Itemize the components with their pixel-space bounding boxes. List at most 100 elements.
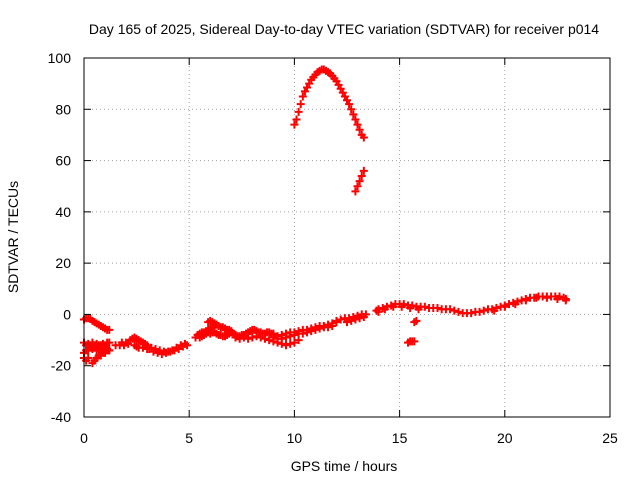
data-point bbox=[490, 306, 499, 315]
data-point bbox=[231, 333, 240, 342]
data-point bbox=[212, 320, 221, 329]
data-point bbox=[265, 336, 274, 345]
data-point bbox=[269, 333, 278, 342]
data-point bbox=[380, 305, 389, 314]
x-tick-label: 20 bbox=[497, 430, 513, 446]
x-axis-label: GPS time / hours bbox=[291, 458, 398, 474]
data-point bbox=[397, 302, 406, 311]
data-point bbox=[162, 348, 171, 357]
x-tick-label: 10 bbox=[287, 430, 303, 446]
data-point bbox=[347, 316, 356, 325]
data-point bbox=[454, 307, 463, 316]
data-point bbox=[351, 315, 360, 324]
data-point bbox=[355, 314, 364, 323]
data-point bbox=[281, 333, 290, 342]
data-point bbox=[315, 324, 324, 333]
data-point bbox=[105, 338, 114, 347]
data-point bbox=[542, 293, 551, 302]
data-point bbox=[345, 100, 354, 109]
data-point bbox=[359, 166, 368, 175]
data-point bbox=[500, 302, 509, 311]
y-axis-label: SDTVAR / TECUs bbox=[5, 181, 21, 293]
data-point bbox=[450, 306, 459, 315]
data-point bbox=[296, 100, 305, 109]
data-point bbox=[105, 346, 114, 355]
y-tick-label: 80 bbox=[55, 101, 71, 117]
data-point bbox=[235, 334, 244, 343]
data-point bbox=[178, 342, 187, 351]
x-tick-labels: 0 5 10 15 20 25 bbox=[80, 430, 618, 446]
data-point bbox=[292, 115, 301, 124]
x-tick-label: 15 bbox=[392, 430, 408, 446]
data-point bbox=[353, 182, 362, 191]
y-tick-label: 40 bbox=[55, 204, 71, 220]
data-point bbox=[511, 300, 520, 309]
data-point bbox=[479, 306, 488, 315]
data-point bbox=[324, 323, 333, 332]
data-point bbox=[290, 330, 299, 339]
data-point bbox=[561, 296, 570, 305]
data-point bbox=[298, 92, 307, 101]
data-point bbox=[294, 107, 303, 116]
data-point bbox=[256, 333, 265, 342]
grid-lines bbox=[84, 58, 610, 417]
data-point bbox=[332, 316, 341, 325]
data-point bbox=[359, 312, 368, 321]
data-point bbox=[290, 338, 299, 347]
data-point bbox=[351, 187, 360, 196]
data-point bbox=[174, 345, 183, 354]
data-point bbox=[475, 307, 484, 316]
x-tick-label: 25 bbox=[602, 430, 618, 446]
chart-title: Day 165 of 2025, Sidereal Day-to-day VTE… bbox=[89, 21, 599, 37]
data-point bbox=[311, 325, 320, 334]
data-point bbox=[355, 125, 364, 134]
data-point bbox=[410, 337, 419, 346]
data-point bbox=[157, 350, 166, 359]
data-point bbox=[353, 120, 362, 129]
data-point bbox=[149, 347, 158, 356]
data-point bbox=[290, 120, 299, 129]
data-point bbox=[260, 334, 269, 343]
data-point bbox=[406, 304, 415, 313]
plot-frame bbox=[83, 57, 611, 418]
x-tick-label: 0 bbox=[80, 430, 88, 446]
data-point bbox=[248, 333, 257, 342]
data-point bbox=[286, 339, 295, 348]
y-tick-label: 0 bbox=[63, 306, 71, 322]
data-point bbox=[328, 321, 337, 330]
data-point bbox=[303, 328, 312, 337]
data-point bbox=[359, 133, 368, 142]
data-point bbox=[349, 110, 358, 119]
data-point bbox=[357, 171, 366, 180]
data-point bbox=[307, 327, 316, 336]
data-point bbox=[281, 341, 290, 350]
y-tick-label: 20 bbox=[55, 255, 71, 271]
data-point bbox=[412, 316, 421, 325]
data-point bbox=[166, 347, 175, 356]
data-point bbox=[433, 304, 442, 313]
y-tick-labels: -40 -20 0 20 40 60 80 100 bbox=[48, 50, 72, 425]
data-point bbox=[145, 345, 154, 354]
data-point bbox=[244, 334, 253, 343]
y-tick-label: 60 bbox=[55, 153, 71, 169]
data-point bbox=[343, 318, 351, 327]
data-point bbox=[252, 332, 261, 341]
axis-ticks bbox=[83, 57, 611, 418]
data-point bbox=[105, 325, 114, 334]
data-point bbox=[170, 346, 179, 355]
data-point bbox=[467, 309, 476, 318]
data-point bbox=[277, 334, 286, 343]
data-point bbox=[347, 105, 356, 114]
data-point bbox=[351, 115, 360, 124]
data-point bbox=[389, 302, 398, 311]
data-point bbox=[374, 307, 383, 316]
data-point bbox=[84, 354, 93, 363]
data-point bbox=[153, 348, 162, 357]
data-point bbox=[521, 296, 530, 305]
data-point bbox=[336, 315, 345, 324]
y-tick-label: -40 bbox=[51, 409, 71, 425]
data-point bbox=[532, 293, 541, 302]
data-point bbox=[355, 177, 364, 186]
data-point bbox=[183, 341, 192, 350]
